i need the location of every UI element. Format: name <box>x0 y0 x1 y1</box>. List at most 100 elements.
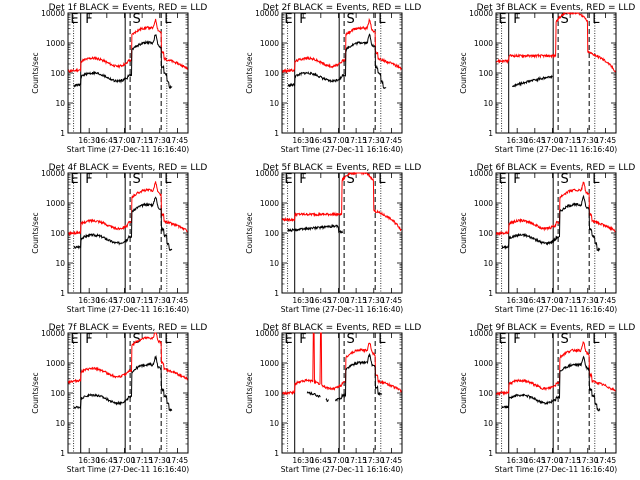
phase-letter: F <box>513 332 520 347</box>
y-tick-label: 1000 <box>474 359 493 368</box>
x-tick-label: 17:30 <box>363 136 385 145</box>
events-series-line <box>73 196 173 251</box>
panel-title: Det 3f BLACK = Events, RED = LLD <box>477 3 636 13</box>
x-tick-label: 17:00 <box>542 296 564 305</box>
x-tick-label: 17:45 <box>381 456 403 465</box>
phase-letter: E <box>70 12 78 27</box>
x-tick-label: 17:15 <box>131 456 153 465</box>
x-tick-label: 16:30 <box>292 136 314 145</box>
y-tick-label: 100 <box>479 229 494 238</box>
y-tick-label: 10 <box>55 259 65 268</box>
panel-title: Det 6f BLACK = Events, RED = LLD <box>477 163 636 173</box>
events-series-line <box>287 33 387 90</box>
x-tick-label: 16:30 <box>506 136 528 145</box>
events-series-line <box>73 354 173 412</box>
x-tick-label: 17:45 <box>595 456 617 465</box>
y-tick-label: 10 <box>483 99 493 108</box>
phase-letter: F <box>513 172 520 187</box>
phase-letter: L <box>378 332 386 347</box>
y-tick-label: 10 <box>55 99 65 108</box>
x-tick-label: 17:00 <box>114 136 136 145</box>
detector-panel: Det 6f BLACK = Events, RED = LLD 1 10 100 10… <box>459 163 635 314</box>
x-tick-label: 17:30 <box>363 456 385 465</box>
phase-letter: S <box>347 332 355 347</box>
lld-series-line <box>282 17 402 74</box>
phase-letter: S <box>133 12 141 27</box>
lld-series-line <box>68 181 188 237</box>
y-tick-label: 1000 <box>46 199 65 208</box>
x-tick-label: 17:45 <box>167 296 189 305</box>
y-tick-label: 10000 <box>255 169 279 178</box>
lld-series-line <box>495 340 616 397</box>
y-tick-label: 10000 <box>255 329 279 338</box>
x-tick-label: 17:30 <box>149 296 171 305</box>
y-tick-label: 1000 <box>260 39 279 48</box>
x-tick-label: 17:45 <box>381 296 403 305</box>
x-tick-label: 17:15 <box>345 296 367 305</box>
x-tick-label: 17:00 <box>328 136 350 145</box>
x-tick-label: 16:45 <box>310 136 332 145</box>
x-tick-label: 17:30 <box>577 296 599 305</box>
detector-panel: Det 5f BLACK = Events, RED = LLD 1 10 100 10… <box>245 163 421 314</box>
x-tick-label: 17:30 <box>577 456 599 465</box>
lld-series-line <box>281 171 402 232</box>
phase-letter: L <box>378 172 386 187</box>
x-tick-label: 16:45 <box>96 456 118 465</box>
events-series-line <box>511 74 553 88</box>
x-tick-label: 17:45 <box>167 456 189 465</box>
x-tick-label: 16:45 <box>524 296 546 305</box>
x-tick-label: 17:30 <box>149 136 171 145</box>
x-tick-label: 17:30 <box>577 136 599 145</box>
y-tick-label: 1 <box>488 129 493 138</box>
panel-title: Det 7f BLACK = Events, RED = LLD <box>49 323 208 333</box>
x-tick-label: 17:00 <box>328 296 350 305</box>
panel-title: Det 4f BLACK = Events, RED = LLD <box>49 163 208 173</box>
x-tick-label: 17:15 <box>559 456 581 465</box>
phase-letter: S <box>347 12 355 27</box>
phase-letter: L <box>592 332 600 347</box>
detector-panel: Det 8f BLACK = Events, RED = LLD 1 10 100 10… <box>245 323 421 474</box>
plot-frame <box>281 332 403 454</box>
detector-panel: Det 4f BLACK = Events, RED = LLD 1 10 100 10… <box>31 163 207 314</box>
y-tick-label: 1 <box>60 129 65 138</box>
phase-letter: S <box>347 172 355 187</box>
detector-panel: Det 3f BLACK = Events, RED = LLD 1 10 100 10… <box>459 3 635 154</box>
x-axis-label: Start Time (27-Dec-11 16:16:40) <box>495 305 617 314</box>
phase-letter: S <box>133 332 141 347</box>
lld-series-line <box>495 181 616 237</box>
x-tick-label: 17:00 <box>542 136 564 145</box>
phase-letter: L <box>378 12 386 27</box>
phase-letter: F <box>513 12 520 27</box>
phase-letter: L <box>592 12 600 27</box>
x-tick-label: 16:30 <box>506 296 528 305</box>
phase-letter: F <box>299 332 306 347</box>
y-tick-label: 10 <box>269 419 279 428</box>
events-series-line <box>73 34 173 89</box>
y-tick-label: 10 <box>269 99 279 108</box>
phase-letter: E <box>498 172 506 187</box>
phase-letter: S <box>133 172 141 187</box>
x-axis-label: Start Time (27-Dec-11 16:16:40) <box>67 465 189 474</box>
y-axis-label: Counts/sec <box>31 52 40 93</box>
x-tick-label: 16:45 <box>524 136 546 145</box>
x-tick-label: 17:15 <box>345 456 367 465</box>
phase-letter: F <box>85 12 92 27</box>
phase-letter: F <box>299 12 306 27</box>
x-tick-label: 16:30 <box>292 456 314 465</box>
plot-frame <box>67 172 189 294</box>
x-tick-label: 16:30 <box>78 136 100 145</box>
x-tick-label: 17:30 <box>363 296 385 305</box>
x-tick-label: 17:15 <box>131 136 153 145</box>
x-tick-label: 16:45 <box>310 456 332 465</box>
y-tick-label: 100 <box>51 69 66 78</box>
y-tick-label: 100 <box>479 389 494 398</box>
y-tick-label: 10000 <box>255 9 279 18</box>
detector-panel: Det 1f BLACK = Events, RED = LLD 1 10 100 10… <box>31 3 207 154</box>
y-tick-label: 10 <box>483 419 493 428</box>
phase-letter: E <box>284 172 292 187</box>
phase-letter: L <box>164 172 172 187</box>
x-tick-label: 16:45 <box>96 136 118 145</box>
plot-frame <box>495 332 617 454</box>
x-axis-label: Start Time (27-Dec-11 16:16:40) <box>281 305 403 314</box>
y-axis-label: Counts/sec <box>31 372 40 413</box>
